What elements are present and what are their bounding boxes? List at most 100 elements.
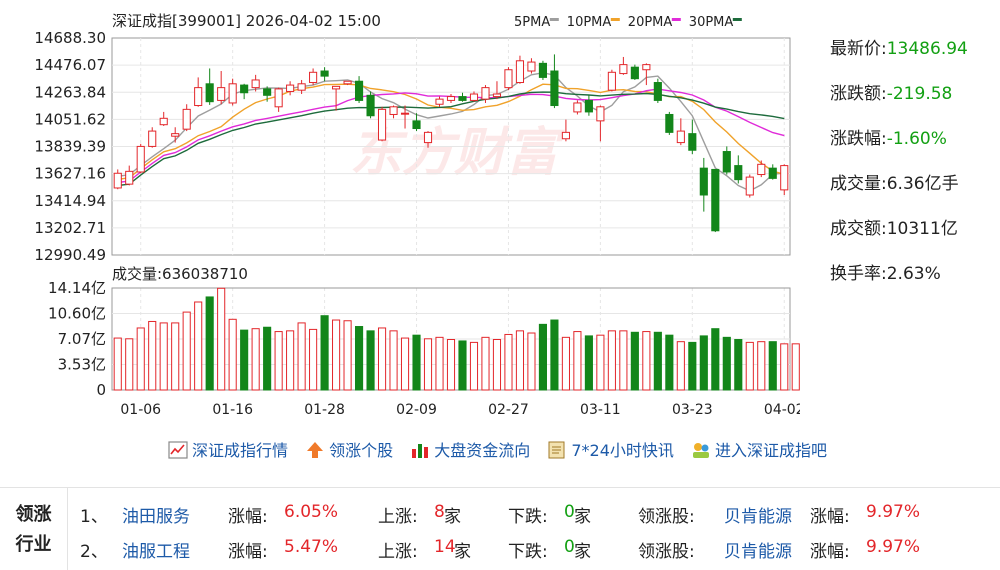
volume-tick-label: 7.07亿 (58, 330, 106, 348)
volume-bar (194, 301, 203, 391)
candle-body (458, 96, 467, 101)
volume-bar (458, 340, 467, 391)
candle-body (377, 108, 387, 141)
volume-bar (538, 323, 547, 391)
date-tick-label: 03-23 (672, 402, 713, 418)
volume-bar (745, 341, 754, 391)
volume-bar (527, 332, 536, 391)
volume-bar (642, 331, 651, 391)
date-tick-label: 02-09 (396, 402, 437, 418)
volume-bar (446, 339, 456, 391)
volume-bar (423, 338, 433, 391)
candle-body (263, 88, 272, 96)
candle-body (400, 112, 410, 115)
candle-body (286, 84, 295, 92)
candle-body (481, 87, 490, 100)
date-tick-label: 01-06 (120, 402, 161, 418)
volume-bar (780, 343, 789, 391)
leading-industry-panel: 领涨 行业 1、 油田服务 涨幅: 6.05% 上涨: 8 家 下跌: 0 家 领… (0, 487, 1000, 570)
candle-body (676, 130, 685, 144)
legend-label-5pma: 5PMA (514, 15, 550, 30)
volume-bar (286, 330, 295, 391)
volume-label: 成交量:636038710 (112, 265, 248, 283)
quote-stats-panel: 最新价:13486.94 涨跌额:-219.58 涨跌幅:-1.60% 成交量:… (830, 34, 968, 304)
volume-bar (389, 330, 398, 391)
candle-body (745, 176, 754, 196)
volume-bar (309, 328, 318, 391)
volume-bar (699, 335, 708, 391)
volume-bar (791, 343, 800, 391)
volume-bar (366, 330, 375, 391)
volume-bar (377, 327, 387, 391)
leading-stock-link[interactable]: 贝肯能源 (724, 542, 792, 562)
volume-bar (492, 339, 502, 391)
stat-change-percent: 涨跌幅:-1.60% (830, 129, 947, 149)
candle-body (332, 85, 341, 90)
candle-body (205, 83, 214, 103)
link-capital-flow[interactable]: 大盘资金流向 (410, 437, 530, 461)
candle-body (446, 96, 456, 101)
candle-body (561, 131, 570, 140)
volume-bar (251, 328, 260, 391)
candle-body (113, 172, 122, 189)
candle-body (251, 79, 260, 89)
candle-body (607, 71, 616, 91)
bar-chart-icon (412, 444, 429, 458)
price-tick-label: 12990.49 (34, 246, 106, 264)
link-community[interactable]: 进入深证成指吧 (691, 437, 827, 461)
volume-bar (182, 311, 191, 391)
volume-bar (584, 335, 593, 391)
legend-label-10pma: 10PMA (567, 15, 612, 30)
industry-name-link[interactable]: 油田服务 (122, 507, 190, 527)
volume-bar (136, 327, 145, 391)
candle-body (722, 151, 731, 173)
stat-turnover-rate: 换手率:2.63% (830, 264, 941, 284)
volume-bar (113, 337, 122, 391)
volume-bar (400, 337, 410, 391)
price-tick-label: 13839.39 (34, 138, 106, 156)
candle-body (320, 70, 329, 77)
chart-title: 深证成指[399001] 2026-04-02 15:00 (112, 12, 381, 30)
link-news-flash[interactable]: 7*24小时快讯 (547, 437, 674, 461)
volume-bar (619, 330, 628, 391)
candle-body (435, 98, 444, 105)
candle-body (504, 69, 513, 89)
link-leading-stocks[interactable]: 领涨个股 (305, 437, 393, 461)
volume-bar (148, 320, 157, 391)
volume-bar (263, 326, 272, 391)
candle-body (148, 130, 157, 147)
leading-stock-link[interactable]: 贝肯能源 (724, 507, 792, 527)
candle-body (699, 167, 708, 196)
stat-latest-price: 最新价:13486.94 (830, 39, 968, 59)
candle-body (665, 113, 674, 133)
candle-body (389, 106, 398, 115)
date-tick-label: 04-02 (764, 402, 800, 418)
volume-bar (561, 336, 570, 391)
stat-turnover: 成交额:10311亿 (830, 219, 958, 239)
volume-bar (332, 319, 341, 391)
kline-chart[interactable]: 深证成指[399001] 2026-04-02 15:00 5PMA 10PMA 20… (0, 0, 800, 425)
volume-bar (240, 329, 249, 391)
link-index-quote[interactable]: 深证成指行情 (168, 437, 288, 461)
candle-body (136, 145, 145, 173)
volume-tick-label: 0 (96, 381, 106, 399)
candle-body (688, 133, 697, 151)
candle-body (274, 88, 283, 108)
volume-bar (412, 334, 421, 391)
candle-body (596, 106, 605, 122)
industry-name-link[interactable]: 油服工程 (122, 542, 190, 562)
volume-bar (711, 328, 720, 391)
candle-body (711, 168, 720, 232)
candle-body (492, 93, 502, 98)
volume-bar (469, 341, 479, 391)
news-icon (548, 441, 565, 459)
volume-tick-label: 14.14亿 (48, 279, 106, 297)
volume-bar (768, 341, 777, 391)
volume-bar (343, 320, 352, 391)
candle-body (228, 83, 237, 104)
candle-body (653, 82, 662, 101)
candle-body (309, 71, 318, 84)
volume-bar (171, 322, 180, 391)
candle-body (159, 117, 168, 126)
volume-bar (320, 315, 329, 391)
